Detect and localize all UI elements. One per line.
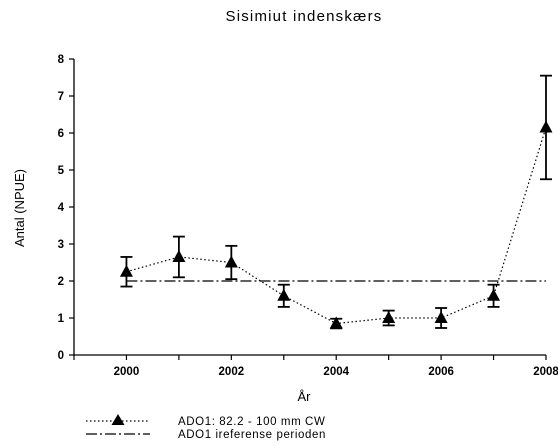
y-tick-label: 2: [58, 276, 64, 288]
data-point: [487, 288, 501, 301]
data-point: [539, 120, 553, 133]
series-line: [126, 127, 547, 325]
legend-label-series-2: ADO1 ireferense perioden: [178, 429, 326, 441]
y-tick-label: 6: [58, 128, 64, 140]
x-tick-label: 2004: [323, 366, 349, 378]
data-point: [224, 255, 238, 268]
legend-marker-series-1: [111, 414, 125, 425]
x-tick-label: 2002: [219, 366, 245, 378]
data-point: [172, 249, 186, 262]
y-tick-label: 4: [58, 202, 65, 214]
x-tick-label: 2008: [533, 366, 558, 378]
chart-title: Sisimiut indenskærs: [225, 8, 382, 25]
data-point: [434, 311, 448, 323]
data-point: [119, 264, 133, 277]
data-point: [382, 311, 396, 323]
y-axis-label: Antal (NPUE): [12, 169, 27, 247]
main-series: [119, 74, 553, 330]
legend-label-series-1: ADO1: 82.2 - 100 mm CW: [178, 416, 325, 428]
x-tick-label: 2006: [428, 366, 454, 378]
y-tick-label: 3: [58, 239, 64, 251]
y-tick-label: 5: [58, 165, 65, 177]
x-tick-label: 2000: [114, 366, 140, 378]
data-point: [329, 316, 343, 329]
axes: 0 1 2 3 4 5 6 7 8 2000 2002 2004 2006 2008: [58, 54, 558, 378]
y-tick-label: 8: [58, 54, 65, 66]
data-point: [277, 288, 291, 301]
y-tick-label: 0: [58, 350, 64, 362]
y-tick-label: 7: [58, 91, 64, 103]
y-tick-label: 1: [58, 313, 65, 325]
x-axis-label: År: [298, 389, 312, 404]
